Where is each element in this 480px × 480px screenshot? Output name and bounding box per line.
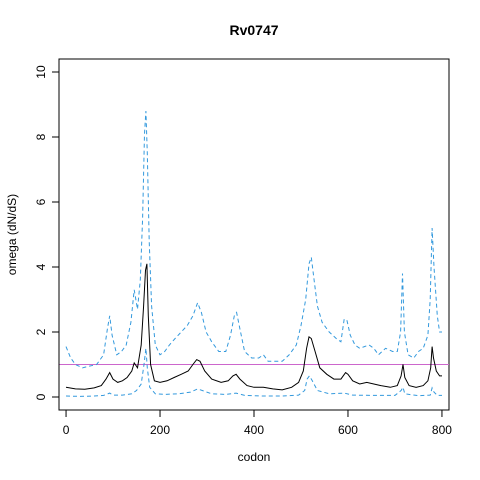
y-tick-label: 10 [34,65,48,79]
series-line-lower [65,348,442,397]
series-group [65,110,442,397]
plot-frame [58,58,450,411]
y-tick-label: 0 [34,393,48,400]
x-tick-label: 600 [338,423,358,437]
x-tick-label: 800 [432,423,452,437]
x-tick-label: 400 [244,423,264,437]
series-line-upper [65,110,442,369]
chart-title: Rv0747 [229,22,278,38]
y-tick-label: 6 [34,198,48,205]
y-axis-label: omega (dN/dS) [5,194,19,275]
y-tick-label: 4 [34,263,48,270]
y-tick-label: 2 [34,328,48,335]
x-axis-label: codon [238,450,271,464]
x-axis: 0 200 400 600 800 [63,409,452,437]
x-tick-label: 200 [150,423,170,437]
y-tick-label: 8 [34,133,48,140]
x-tick-label: 0 [63,423,70,437]
y-axis: 0 2 4 6 8 10 [34,65,60,400]
series-line-estimate [65,263,442,391]
